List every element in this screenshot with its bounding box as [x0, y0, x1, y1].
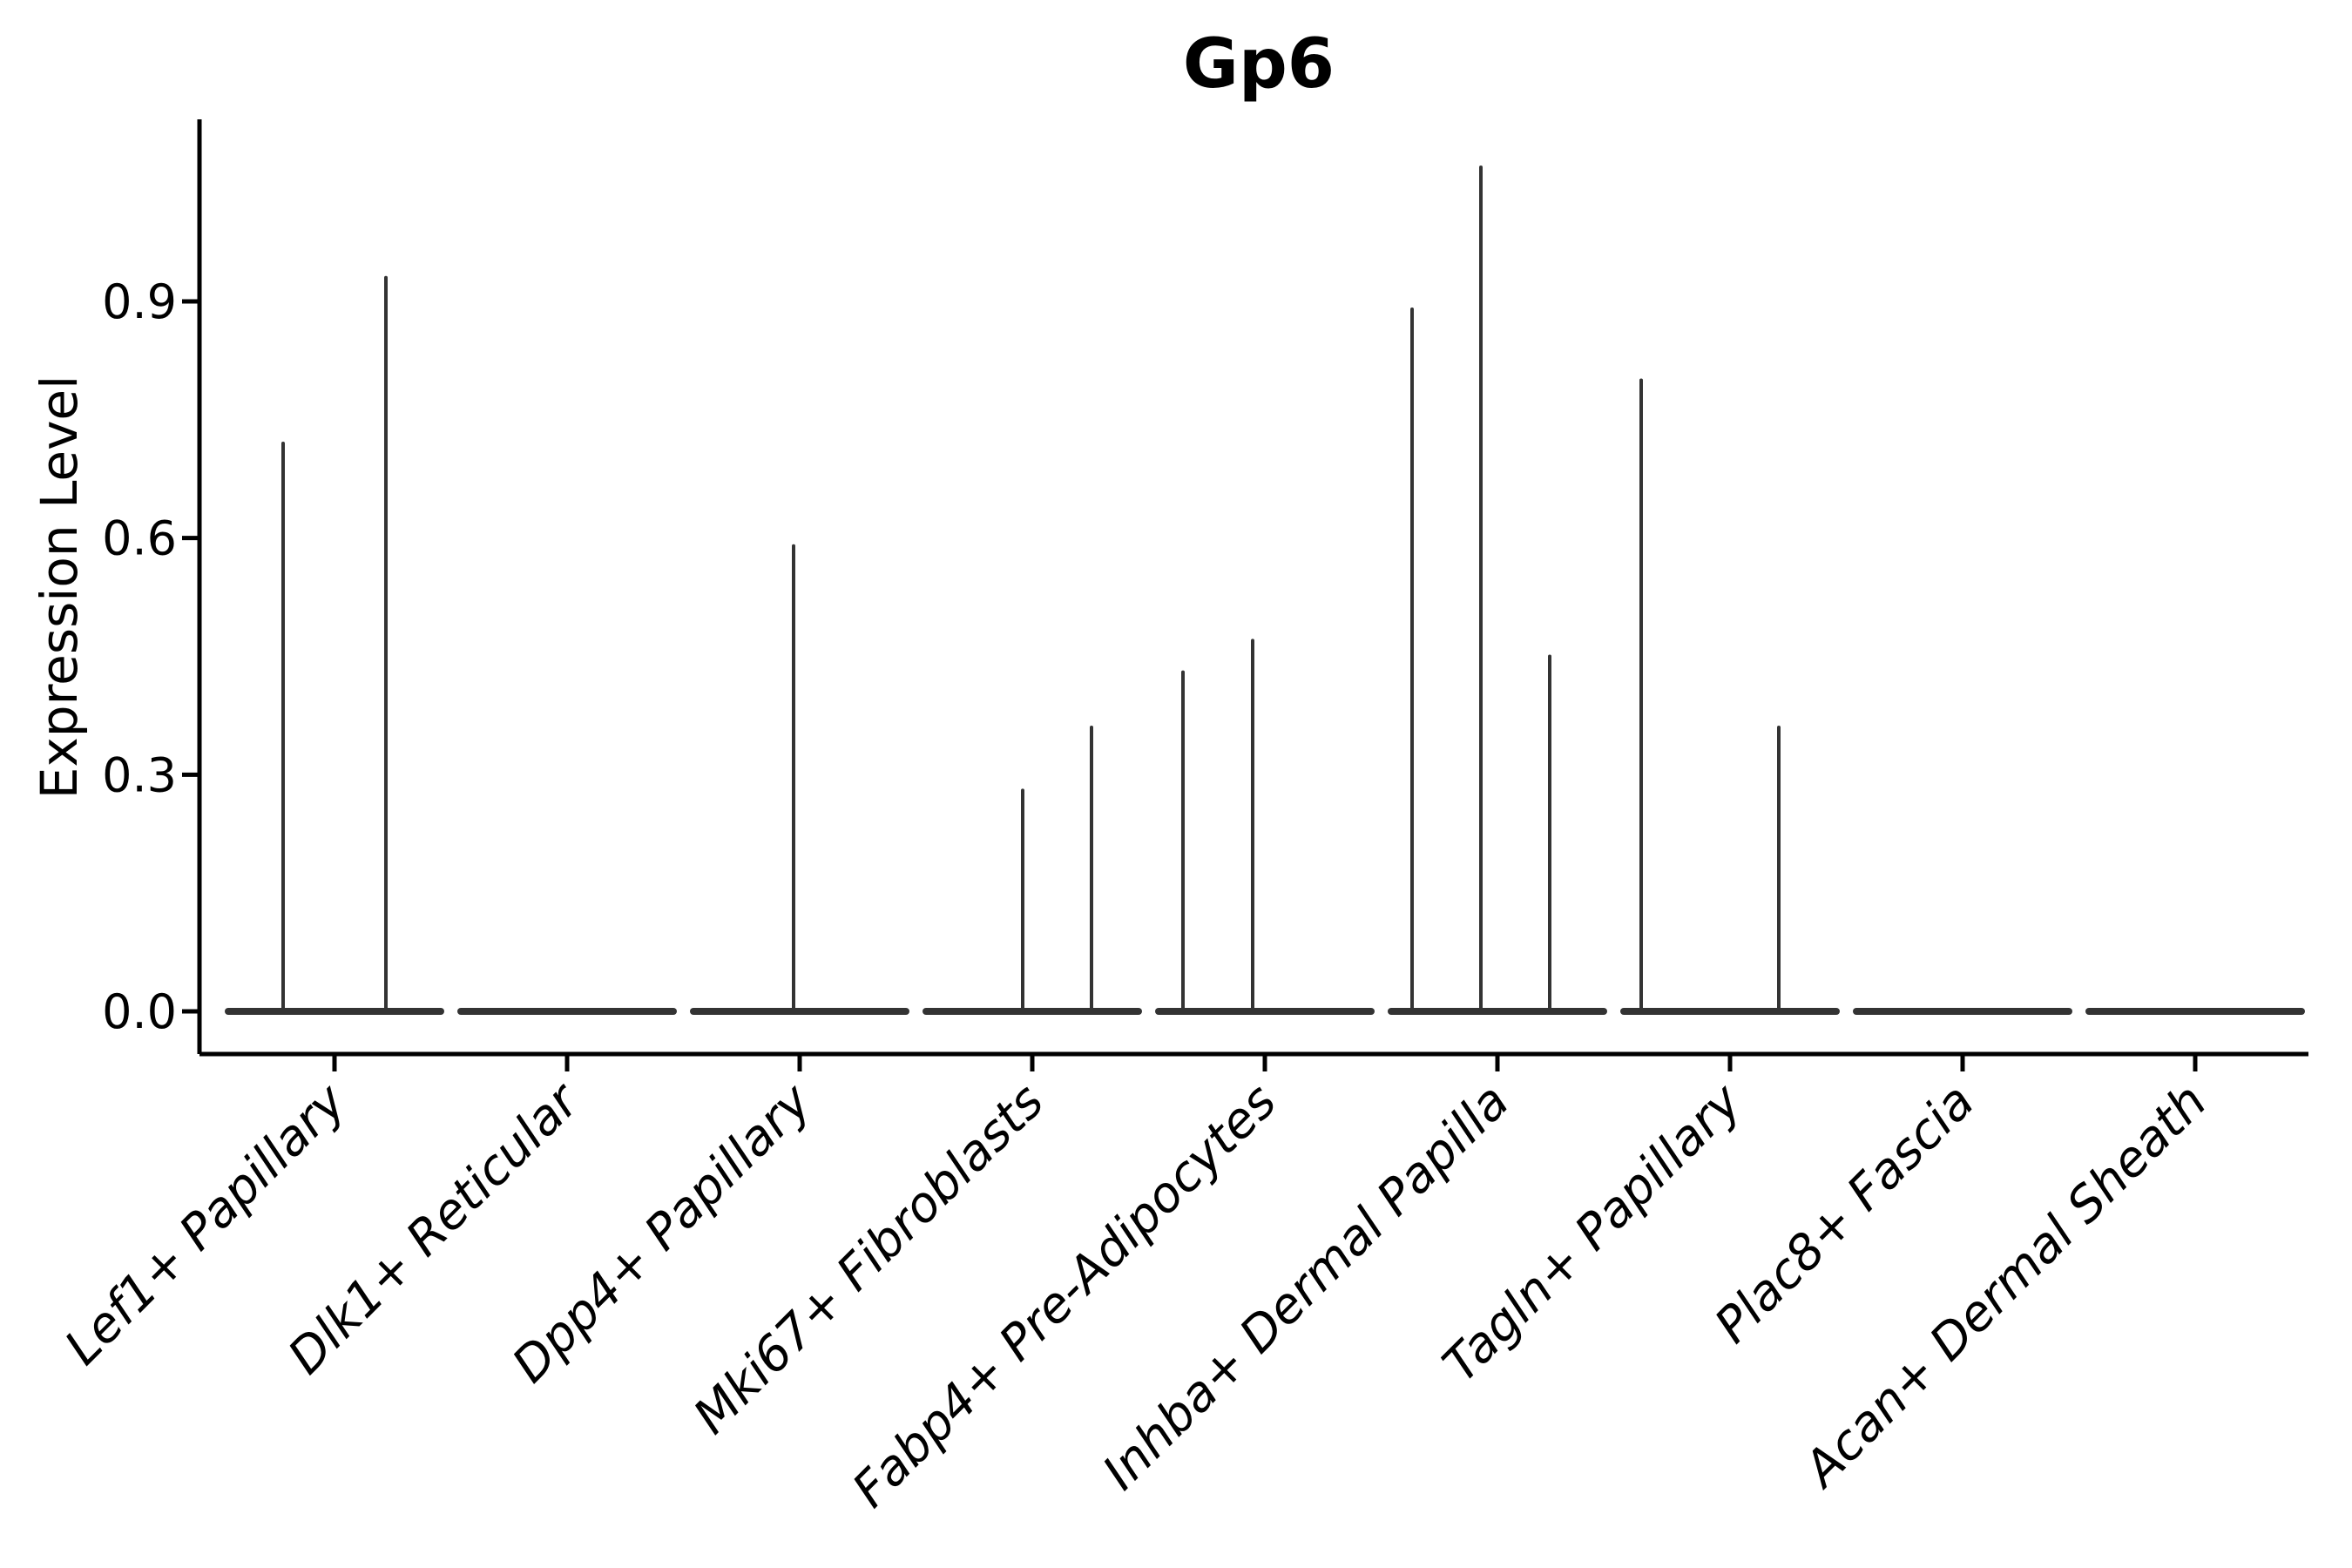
- y-axis-label: Expression Level: [30, 375, 89, 799]
- chart-title: Gp6: [1183, 25, 1335, 104]
- y-tick-label: 0.6: [102, 511, 177, 566]
- x-tick-label: Acan+ Dermal Sheath: [1792, 1073, 2218, 1499]
- y-tick-label: 0.9: [102, 274, 177, 329]
- y-tick-label: 0.3: [102, 747, 177, 802]
- x-tick-label: Fabp4+ Pre-Adipocytes: [842, 1073, 1288, 1518]
- x-axis-ticks: [332, 1054, 2198, 1071]
- y-axis-ticks: 0.0 0.3 0.6 0.9: [102, 274, 199, 1039]
- violin-layer: [225, 166, 2305, 1015]
- x-tick-label: Inhba+ Dermal Papilla: [1092, 1073, 1520, 1501]
- y-tick-label: 0.0: [102, 984, 177, 1039]
